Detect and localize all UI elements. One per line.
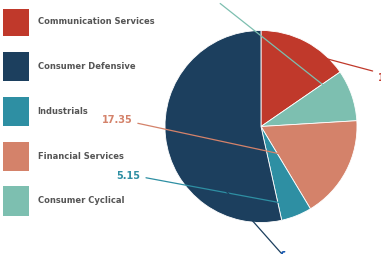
Wedge shape [261, 121, 357, 209]
FancyBboxPatch shape [3, 97, 29, 126]
Text: Consumer Defensive: Consumer Defensive [38, 61, 135, 71]
Text: guru: guru [247, 250, 278, 254]
Text: Consumer Cyclical: Consumer Cyclical [38, 196, 124, 205]
FancyBboxPatch shape [3, 53, 29, 82]
FancyBboxPatch shape [3, 142, 29, 171]
Text: 8.64: 8.64 [196, 0, 339, 98]
Text: 5.15: 5.15 [117, 170, 290, 205]
Wedge shape [261, 127, 311, 220]
Wedge shape [261, 73, 357, 127]
Wedge shape [165, 31, 282, 223]
Text: Financial Services: Financial Services [38, 151, 123, 160]
Text: focus: focus [278, 250, 314, 254]
Wedge shape [261, 31, 340, 127]
Text: 15.40: 15.40 [303, 53, 381, 82]
Text: 17.35: 17.35 [102, 114, 333, 166]
Text: 53.46: 53.46 [179, 138, 305, 254]
Text: Industrials: Industrials [38, 106, 88, 115]
FancyBboxPatch shape [3, 8, 29, 37]
FancyBboxPatch shape [3, 187, 29, 216]
Text: Communication Services: Communication Services [38, 17, 154, 26]
